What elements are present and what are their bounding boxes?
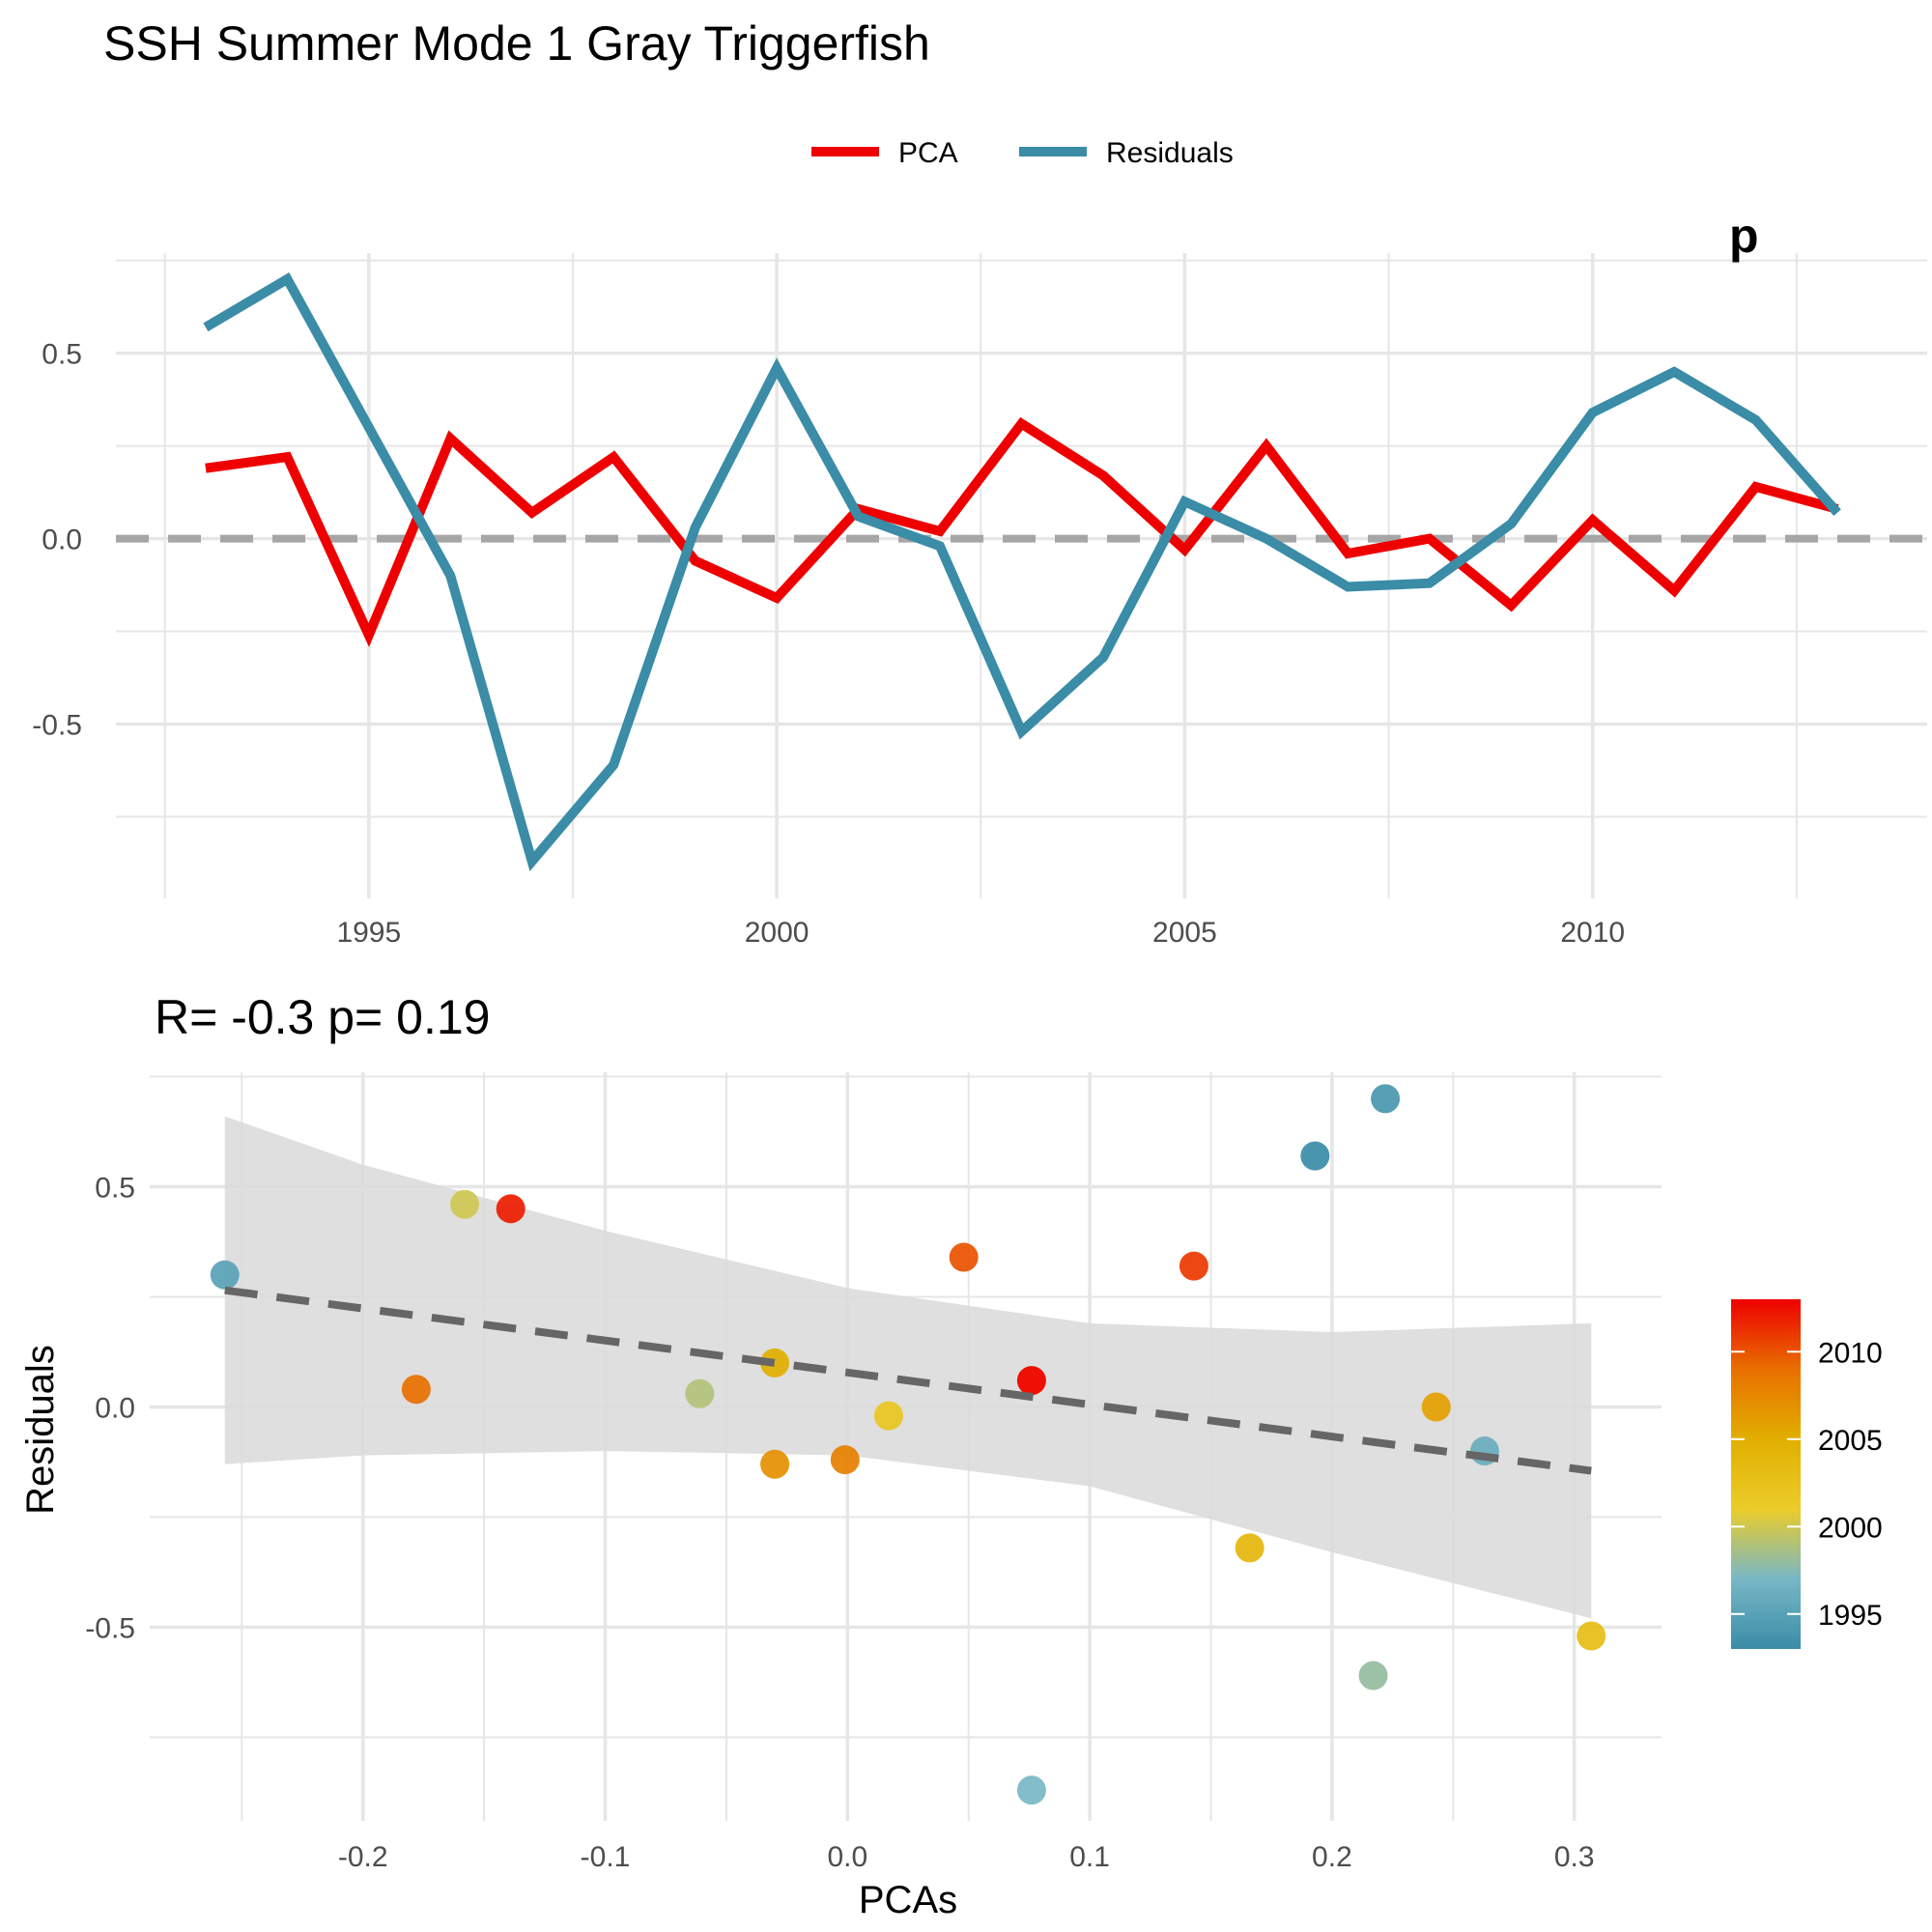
confidence-band — [224, 1116, 1592, 1619]
scatter-point — [1016, 1366, 1046, 1396]
y-tick-label: 0.5 — [42, 339, 82, 371]
scatter-point — [1421, 1392, 1451, 1422]
colorbar-tick-label: 2005 — [1818, 1425, 1883, 1457]
scatter-point — [685, 1378, 715, 1408]
x-tick-label: 0.1 — [1069, 1841, 1110, 1873]
scatter-point — [760, 1348, 790, 1378]
x-tick-label: -0.1 — [581, 1841, 631, 1873]
scatter-point — [496, 1194, 526, 1224]
scatter-point — [873, 1401, 903, 1431]
y-axis-title: Residuals — [19, 1345, 62, 1515]
scatter-point — [1358, 1661, 1388, 1690]
line-chart-series — [116, 271, 1927, 871]
series-line-pca — [205, 416, 1839, 647]
x-axis-title: PCAs — [859, 1879, 957, 1921]
y-tick-label: 0.0 — [42, 525, 82, 556]
y-tick-label: 0.0 — [95, 1392, 135, 1424]
scatter-ticks: -0.2 -0.1 0.0 0.1 0.2 0.3 0.5 0.0 -0.5 — [85, 1173, 1594, 1873]
colorbar-tick-label: 1995 — [1818, 1600, 1883, 1632]
x-tick-label: 2000 — [745, 917, 810, 949]
scatter-subtitle: R= -0.3 p= 0.19 — [155, 990, 490, 1044]
line-chart-ticks: 1995 2000 2005 2010 0.5 0.0 -0.5 — [32, 339, 1625, 949]
scatter-point — [210, 1260, 240, 1290]
clipped-annotation: p — [1729, 209, 1759, 263]
scatter-point — [401, 1375, 431, 1405]
colorbar-tick-label: 2000 — [1818, 1512, 1883, 1544]
y-tick-label: -0.5 — [32, 710, 82, 742]
series-line-residuals — [203, 271, 1841, 871]
x-tick-label: -0.2 — [338, 1841, 388, 1873]
fit-line — [224, 1286, 1592, 1475]
x-tick-label: 0.2 — [1312, 1841, 1352, 1873]
scatter-point — [1371, 1084, 1401, 1114]
scatter-point — [760, 1449, 790, 1479]
scatter-point — [450, 1189, 480, 1219]
legend-label: PCA — [898, 137, 958, 169]
x-tick-label: 0.0 — [827, 1841, 867, 1873]
x-tick-label: 2005 — [1152, 917, 1217, 949]
line-chart-legend: PCA Residuals — [811, 137, 1234, 169]
scatter-point — [1016, 1776, 1046, 1805]
year-colorbar: 2010 2005 2000 1995 — [1731, 1299, 1883, 1649]
x-tick-label: 0.3 — [1554, 1841, 1595, 1873]
legend-label: Residuals — [1106, 137, 1234, 169]
y-tick-label: 0.5 — [95, 1173, 135, 1205]
scatter-point — [1235, 1533, 1264, 1563]
fit-line-group — [224, 1286, 1592, 1475]
scatter-point — [1300, 1141, 1330, 1171]
scatter-chart-panel: R= -0.3 p= 0.19 -0.2 -0.1 0.0 0.1 0.2 0.3 0.5 0… — [19, 990, 1883, 1921]
colorbar-tick-label: 2010 — [1818, 1337, 1883, 1369]
y-tick-label: -0.5 — [85, 1612, 135, 1644]
confidence-band-area — [224, 1116, 1592, 1619]
chart-title: SSH Summer Mode 1 Gray Triggerfish — [103, 16, 930, 71]
scatter-point — [1577, 1621, 1606, 1651]
scatter-points — [210, 1084, 1606, 1805]
colorbar-ramp — [1731, 1299, 1801, 1649]
scatter-point — [830, 1445, 860, 1475]
x-tick-label: 1995 — [336, 917, 401, 949]
x-tick-label: 2010 — [1560, 917, 1625, 949]
scatter-point — [1179, 1251, 1208, 1281]
scatter-point — [949, 1242, 979, 1272]
